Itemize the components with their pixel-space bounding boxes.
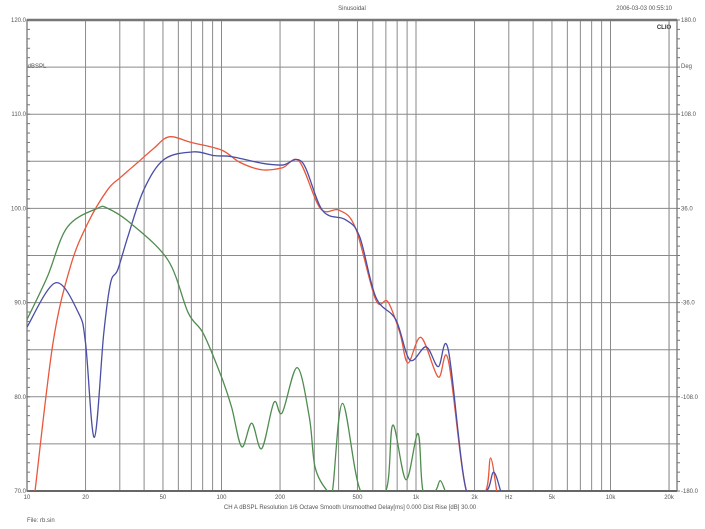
x-tick-label: 1k <box>413 495 420 501</box>
y2-tick-label: -36.0 <box>681 301 695 307</box>
measurement-settings: CH A dBSPL Resolution 1/6 Octave Smooth … <box>224 505 477 511</box>
y2-tick-label: -108.0 <box>681 395 699 401</box>
y-tick-label: 110.0 <box>11 112 26 118</box>
y-tick-label: 90.0 <box>14 301 26 307</box>
x-tick-label: 5k <box>549 495 556 501</box>
clio-logo: CLIO <box>657 25 672 31</box>
series-line-1 <box>34 136 498 491</box>
y2-tick-label: -180.0 <box>681 489 699 495</box>
y2-tick-label: 108.0 <box>681 112 697 118</box>
y-tick-label: 100.0 <box>11 206 27 212</box>
chart-title: Sinusoidal <box>338 6 366 12</box>
x-tick-label: 10 <box>24 495 31 501</box>
y2-tick-label: 36.0 <box>681 206 693 212</box>
y-tick-label: 120.0 <box>11 18 27 24</box>
y2-tick-label: 180.0 <box>681 18 697 24</box>
y2-axis-label: Deg <box>681 64 692 70</box>
series-line-3 <box>27 205 446 491</box>
x-tick-label: 10k <box>606 495 617 501</box>
x-tick-label: 50 <box>160 495 167 501</box>
x-tick-label: 20 <box>82 495 89 501</box>
y-tick-label: 70.0 <box>14 489 26 495</box>
x-tick-label: 2k <box>471 495 478 501</box>
x-tick-label: Hz <box>505 495 512 501</box>
y-tick-label: 80.0 <box>14 395 26 401</box>
x-tick-label: 100 <box>216 495 227 501</box>
x-tick-label: 500 <box>352 495 363 501</box>
timestamp: 2006-03-03 00:55:10 <box>616 6 672 12</box>
x-tick-label: 20k <box>664 495 675 501</box>
file-name: File: rb.sin <box>27 518 55 524</box>
x-tick-label: 200 <box>275 495 286 501</box>
series-line-2 <box>27 151 502 491</box>
